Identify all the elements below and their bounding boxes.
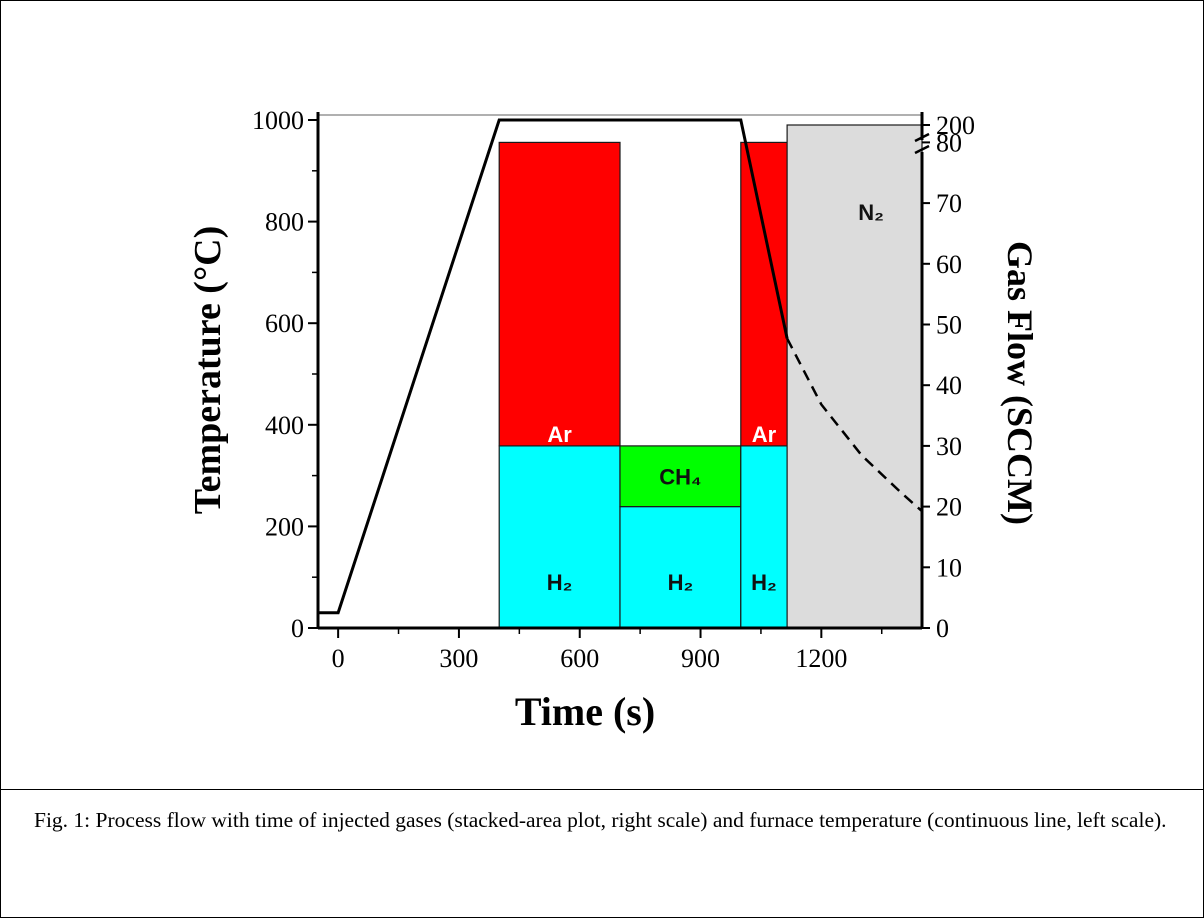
gas-blocks: H₂ Ar H₂ CH₄ H₂ Ar N₂ <box>498 124 923 629</box>
gas-label-h2-4: H₂ <box>751 570 777 595</box>
y-left-tick-label-200: 200 <box>265 512 304 541</box>
gas-label-n2-6: N₂ <box>858 200 884 225</box>
gas-label-ar-1: Ar <box>547 422 572 447</box>
figure-caption: Fig. 1: Process flow with time of inject… <box>34 808 1167 832</box>
y-axis-left-title: Temperature (°C) <box>187 226 229 515</box>
y-right-tick-label-80: 80 <box>936 128 962 157</box>
gas-label-h2-0: H₂ <box>547 570 573 595</box>
y-right-tick-label-60: 60 <box>936 250 962 279</box>
y-right-tick-label-20: 20 <box>936 493 962 522</box>
y-left-tick-label-600: 600 <box>265 309 304 338</box>
y-right-tick-label-10: 10 <box>936 553 962 582</box>
y-right-tick-label-200: 200 <box>936 111 975 140</box>
y-right-tick-label-0: 0 <box>936 614 949 643</box>
y-right-tick-label-50: 50 <box>936 311 962 340</box>
gas-block-n2-6 <box>786 124 923 629</box>
y-right-tick-label-70: 70 <box>936 189 962 218</box>
gas-label-h2-2: H₂ <box>668 570 694 595</box>
temperature-dashed-line <box>785 337 923 513</box>
axis-break-mark-upper <box>914 132 930 143</box>
y-left-tick-label-400: 400 <box>265 411 304 440</box>
y-left-tick-label-0: 0 <box>291 614 304 643</box>
ticks: 0 300 600 900 1200 0 200 400 600 800 1000 0 10 20 30 40… <box>252 106 975 673</box>
y-left-tick-label-800: 800 <box>265 208 304 237</box>
gas-block-h2-0 <box>498 445 621 629</box>
x-tick-label-900: 900 <box>681 644 720 673</box>
temperature-line <box>318 118 923 615</box>
y-axis-right-title: Gas Flow (SCCM) <box>1000 241 1040 525</box>
axis-break-mark-lower <box>914 144 930 155</box>
y-right-tick-label-40: 40 <box>936 371 962 400</box>
gas-block-h2-2 <box>619 506 742 629</box>
x-axis-title: Time (s) <box>515 689 655 734</box>
gas-block-h2-4 <box>740 445 788 629</box>
x-tick-label-300: 300 <box>439 644 478 673</box>
temperature-solid-line <box>318 118 789 615</box>
x-tick-label-1200: 1200 <box>795 644 847 673</box>
gas-label-ch4-3: CH₄ <box>659 464 701 489</box>
y-left-tick-label-1000: 1000 <box>252 106 304 135</box>
x-tick-label-0: 0 <box>332 644 345 673</box>
gas-block-ch4-3 <box>619 445 742 508</box>
x-tick-label-600: 600 <box>560 644 599 673</box>
y-right-tick-label-30: 30 <box>936 432 962 461</box>
gas-label-ar-5: Ar <box>752 422 777 447</box>
gas-block-ar-5 <box>740 141 788 447</box>
caption-divider <box>0 789 1204 790</box>
gas-block-ar-1 <box>498 141 621 447</box>
